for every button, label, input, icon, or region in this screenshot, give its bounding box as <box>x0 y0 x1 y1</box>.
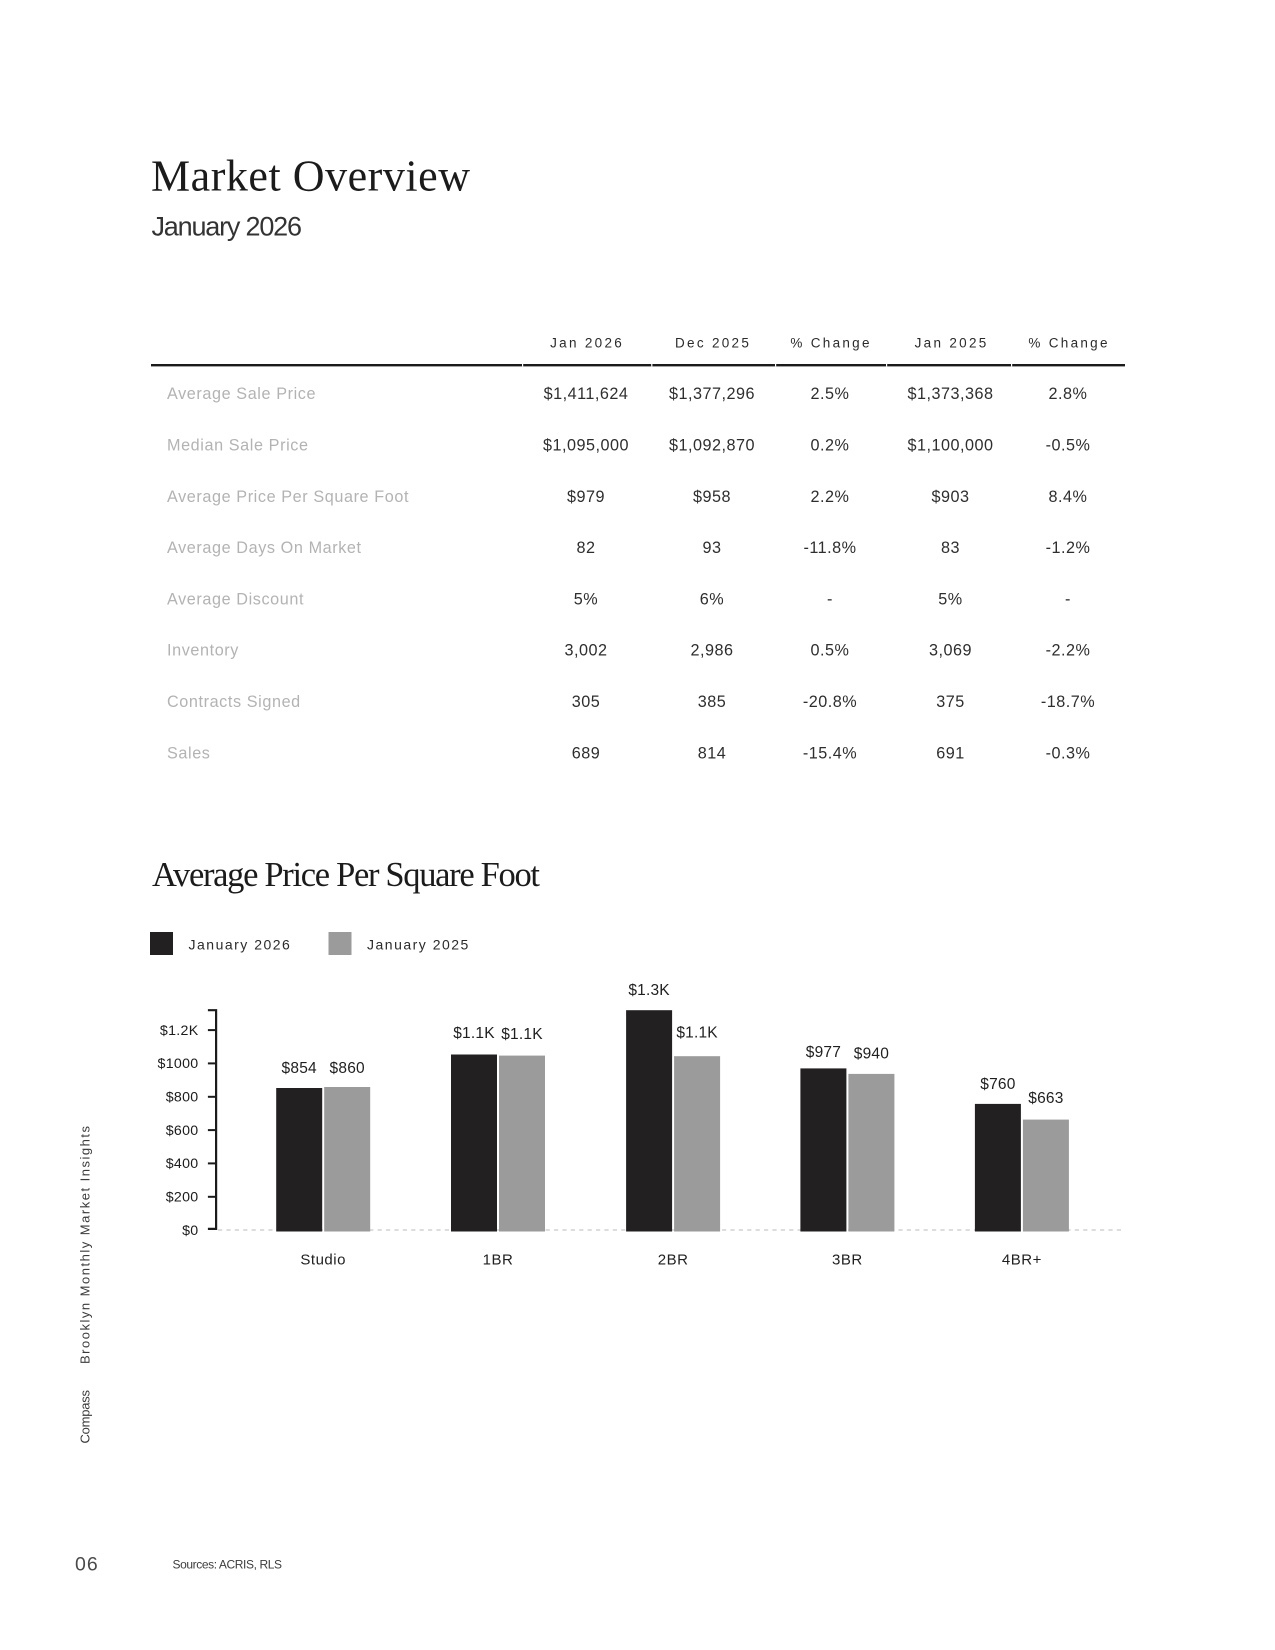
svg-text:Sales: Sales <box>167 744 211 762</box>
svg-text:$903: $903 <box>931 488 969 506</box>
svg-text:0.2%: 0.2% <box>811 437 850 455</box>
svg-text:$977: $977 <box>806 1044 841 1061</box>
svg-text:$860: $860 <box>330 1060 365 1077</box>
svg-text:6%: 6% <box>700 590 724 608</box>
svg-text:Sources: ACRIS, RLS: Sources: ACRIS, RLS <box>173 1558 283 1572</box>
svg-text:January 2026: January 2026 <box>189 937 292 953</box>
svg-text:82: 82 <box>576 539 595 557</box>
svg-text:-2.2%: -2.2% <box>1046 642 1091 660</box>
svg-text:5%: 5% <box>938 590 962 608</box>
svg-text:$663: $663 <box>1028 1090 1063 1107</box>
svg-text:-15.4%: -15.4% <box>803 744 857 762</box>
svg-text:Average Price Per Square Foot: Average Price Per Square Foot <box>167 488 409 506</box>
svg-text:$1000: $1000 <box>158 1056 199 1072</box>
svg-text:-20.8%: -20.8% <box>803 693 857 711</box>
svg-text:$1.2K: $1.2K <box>160 1023 199 1039</box>
svg-text:$1.3K: $1.3K <box>628 982 670 999</box>
svg-text:689: 689 <box>572 744 601 762</box>
svg-text:2.8%: 2.8% <box>1049 385 1088 403</box>
svg-text:January 2025: January 2025 <box>367 937 470 953</box>
svg-text:January 2026: January 2026 <box>152 212 303 242</box>
svg-text:$1.1K: $1.1K <box>453 1025 495 1042</box>
svg-text:$760: $760 <box>980 1076 1015 1093</box>
svg-text:-: - <box>827 590 833 608</box>
svg-text:Average Days On Market: Average Days On Market <box>167 539 362 557</box>
svg-text:06: 06 <box>75 1554 99 1576</box>
svg-text:814: 814 <box>698 744 727 762</box>
svg-text:Compass: Compass <box>78 1390 93 1444</box>
svg-text:Brooklyn Monthly Market Insigh: Brooklyn Monthly Market Insights <box>78 1126 93 1365</box>
svg-text:3,002: 3,002 <box>564 642 607 660</box>
svg-text:3BR: 3BR <box>832 1252 863 1269</box>
svg-text:385: 385 <box>698 693 727 711</box>
svg-text:$1,092,870: $1,092,870 <box>669 437 755 455</box>
svg-text:Jan 2026: Jan 2026 <box>550 336 624 351</box>
svg-text:1BR: 1BR <box>483 1252 514 1269</box>
svg-text:Average Discount: Average Discount <box>167 590 304 608</box>
svg-text:375: 375 <box>936 693 965 711</box>
svg-text:-0.5%: -0.5% <box>1046 437 1091 455</box>
svg-text:$1.1K: $1.1K <box>676 1024 718 1041</box>
svg-text:Contracts Signed: Contracts Signed <box>167 693 301 711</box>
svg-text:2,986: 2,986 <box>690 642 733 660</box>
svg-text:Inventory: Inventory <box>167 642 239 660</box>
svg-text:Average Sale Price: Average Sale Price <box>167 385 316 403</box>
svg-text:2.5%: 2.5% <box>811 385 850 403</box>
svg-text:$1,373,368: $1,373,368 <box>907 385 993 403</box>
svg-text:-0.3%: -0.3% <box>1046 744 1091 762</box>
svg-text:$854: $854 <box>282 1060 317 1077</box>
svg-text:% Change: % Change <box>790 336 871 351</box>
svg-text:Median Sale Price: Median Sale Price <box>167 437 309 455</box>
svg-text:93: 93 <box>702 539 721 557</box>
svg-text:$1,411,624: $1,411,624 <box>544 385 629 403</box>
svg-text:$400: $400 <box>166 1156 199 1172</box>
svg-text:Market Overview: Market Overview <box>151 152 470 201</box>
svg-text:-18.7%: -18.7% <box>1041 693 1095 711</box>
svg-text:$600: $600 <box>166 1123 199 1139</box>
svg-text:$1,095,000: $1,095,000 <box>543 437 629 455</box>
svg-text:0.5%: 0.5% <box>811 642 850 660</box>
svg-text:Jan 2025: Jan 2025 <box>915 336 989 351</box>
svg-text:2BR: 2BR <box>658 1252 689 1269</box>
svg-text:-11.8%: -11.8% <box>803 539 856 557</box>
svg-text:5%: 5% <box>574 590 598 608</box>
svg-text:305: 305 <box>572 693 601 711</box>
svg-text:$940: $940 <box>854 1046 889 1063</box>
svg-text:Average Price Per Square Foot: Average Price Per Square Foot <box>152 856 540 894</box>
svg-text:2.2%: 2.2% <box>811 488 850 506</box>
svg-text:691: 691 <box>936 744 965 762</box>
svg-text:-: - <box>1065 590 1071 608</box>
svg-text:$979: $979 <box>567 488 605 506</box>
svg-text:Studio: Studio <box>300 1252 346 1269</box>
svg-text:$0: $0 <box>182 1223 198 1239</box>
svg-text:$200: $200 <box>166 1190 199 1206</box>
svg-text:$958: $958 <box>693 488 731 506</box>
svg-text:$800: $800 <box>166 1090 199 1106</box>
svg-text:3,069: 3,069 <box>929 642 972 660</box>
svg-text:$1.1K: $1.1K <box>501 1026 543 1043</box>
svg-text:$1,377,296: $1,377,296 <box>669 385 755 403</box>
svg-text:-1.2%: -1.2% <box>1046 539 1091 557</box>
svg-text:8.4%: 8.4% <box>1049 488 1088 506</box>
svg-text:$1,100,000: $1,100,000 <box>907 437 993 455</box>
svg-text:4BR+: 4BR+ <box>1002 1252 1042 1269</box>
svg-text:Dec 2025: Dec 2025 <box>675 336 751 351</box>
svg-text:% Change: % Change <box>1028 336 1109 351</box>
svg-text:83: 83 <box>941 539 960 557</box>
